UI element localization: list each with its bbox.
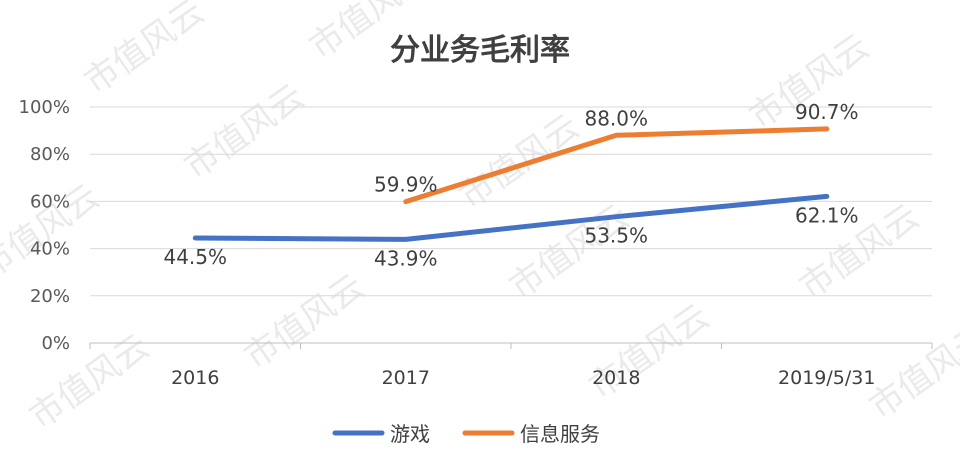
data-label: 43.9% [374,246,438,270]
watermark-text: 市值风云 [77,0,211,102]
data-label: 88.0% [584,106,648,130]
x-axis: 2016 2017 2018 2019/5/31 [89,343,933,389]
legend-label-games: 游戏 [390,422,430,446]
legend-label-info-services: 信息服务 [520,422,600,446]
data-label: 59.9% [374,173,438,197]
y-tick-label: 100% [19,97,70,118]
y-tick-label: 40% [30,239,70,260]
y-tick-label: 0% [41,333,70,354]
watermark-text: 市值风云 [502,197,636,308]
x-tick-label: 2019/5/31 [778,367,875,389]
y-tick-label: 60% [30,191,70,212]
data-labels: 44.5% 43.9% 53.5% 62.1% 59.9% 88.0% 90.7% [163,100,858,270]
x-tick-label: 2017 [382,367,430,389]
series-lines [192,126,830,242]
data-label: 62.1% [795,203,859,227]
data-label: 90.7% [795,100,859,124]
watermark-text: 市值风云 [452,107,586,218]
data-label: 53.5% [584,224,648,248]
watermark-text: 市值风云 [237,267,371,378]
watermark-text: 市值风云 [582,297,716,408]
series-line-games [192,193,830,242]
data-label: 44.5% [163,245,227,269]
watermark-text: 市值风云 [862,317,960,428]
x-tick-label: 2018 [592,367,640,389]
series-line-info-services [403,126,830,205]
y-tick-label: 80% [30,144,70,165]
chart-title: 分业务毛利率 [390,33,570,68]
watermark-text: 市值风云 [177,77,311,188]
x-tick-label: 2016 [171,367,219,389]
y-axis: 0% 20% 40% 60% 80% 100% [19,97,70,354]
legend: 游戏 信息服务 [332,422,600,446]
y-tick-label: 20% [30,286,70,307]
